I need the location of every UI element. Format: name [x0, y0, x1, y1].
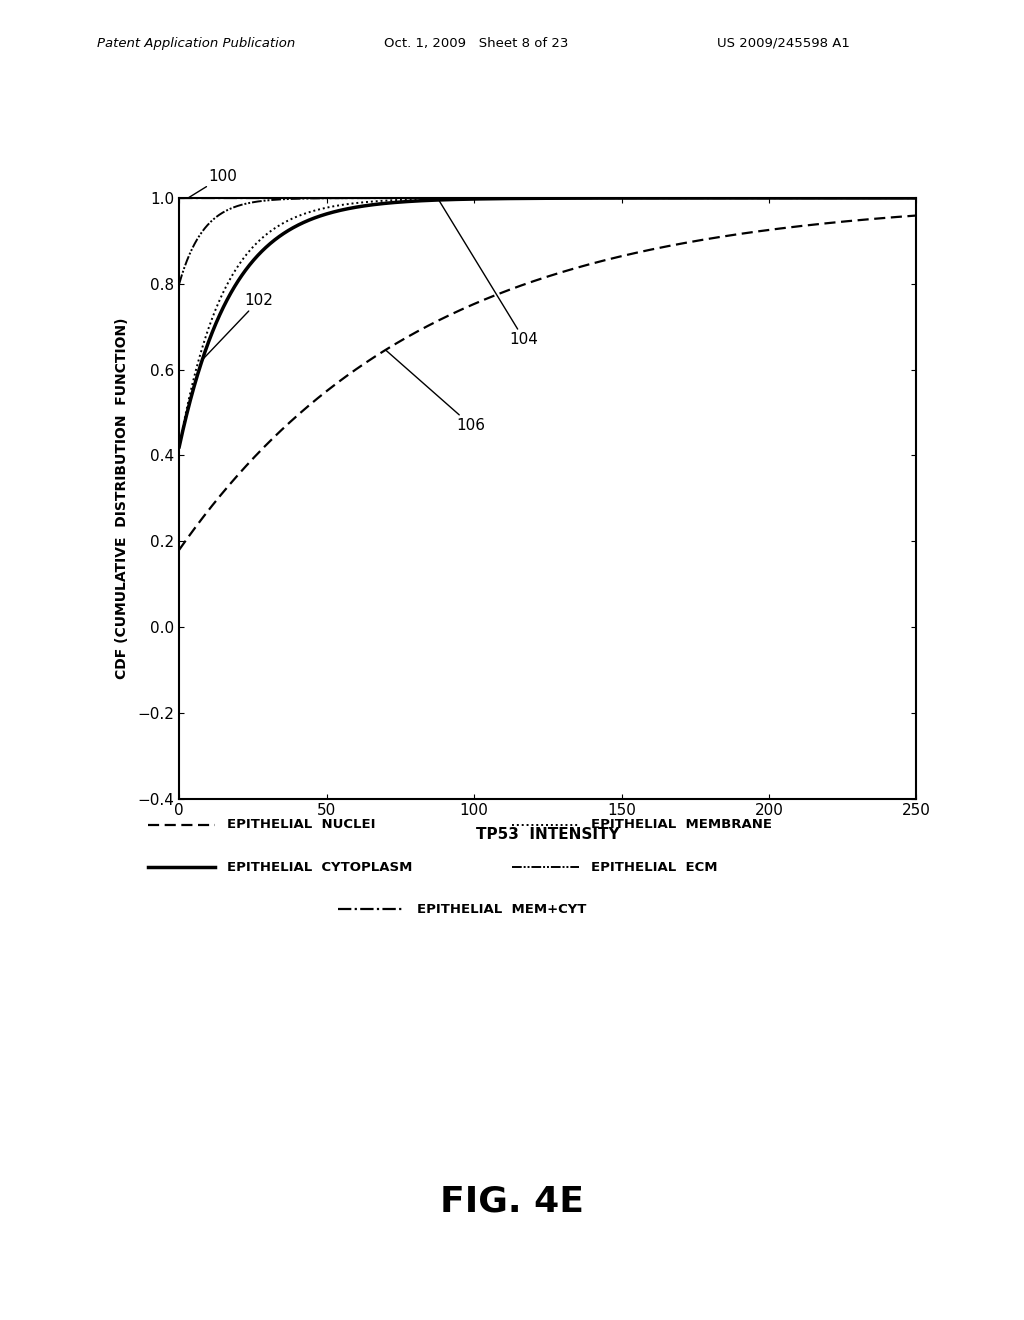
Text: EPITHELIAL  CYTOPLASM: EPITHELIAL CYTOPLASM — [227, 861, 413, 874]
Text: FIG. 4E: FIG. 4E — [440, 1184, 584, 1218]
Text: EPITHELIAL  ECM: EPITHELIAL ECM — [591, 861, 718, 874]
Text: 100: 100 — [188, 169, 238, 198]
Text: EPITHELIAL  NUCLEI: EPITHELIAL NUCLEI — [227, 818, 376, 832]
Text: 106: 106 — [386, 350, 485, 433]
Text: 102: 102 — [203, 293, 273, 359]
Text: EPITHELIAL  MEM+CYT: EPITHELIAL MEM+CYT — [417, 903, 586, 916]
X-axis label: TP53  INTENSITY: TP53 INTENSITY — [476, 826, 620, 842]
Y-axis label: CDF (CUMULATIVE  DISTRIBUTION  FUNCTION): CDF (CUMULATIVE DISTRIBUTION FUNCTION) — [115, 318, 129, 678]
Text: 104: 104 — [438, 199, 539, 347]
Text: US 2009/245598 A1: US 2009/245598 A1 — [717, 37, 850, 50]
Text: Oct. 1, 2009   Sheet 8 of 23: Oct. 1, 2009 Sheet 8 of 23 — [384, 37, 568, 50]
Text: EPITHELIAL  MEMBRANE: EPITHELIAL MEMBRANE — [591, 818, 772, 832]
Text: Patent Application Publication: Patent Application Publication — [97, 37, 296, 50]
